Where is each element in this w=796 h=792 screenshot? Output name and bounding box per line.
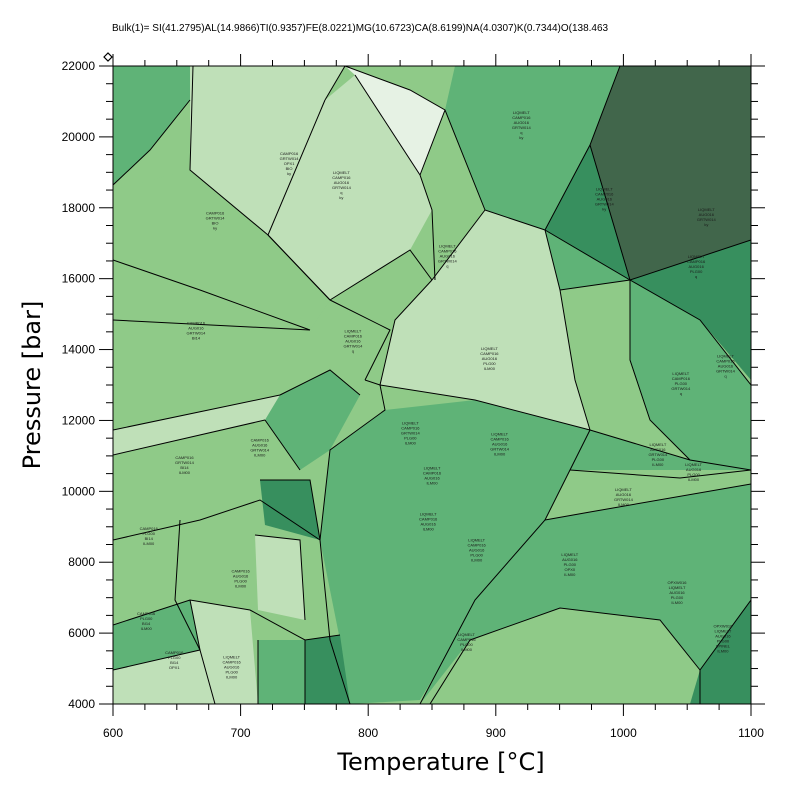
phase-field-label: LIQMELT CAMP016 AUG016 GRTW014 q (716, 353, 736, 378)
phase-field (113, 650, 215, 704)
x-tick-label: 800 (358, 726, 378, 740)
phase-field (630, 240, 751, 380)
phase-field-label: LIQMELT CAMP016 AUG016 PLG00 ILM00 (468, 538, 487, 563)
phase-field-label: LIQMELT CAMP016 PLG00 GRTW014 q (671, 371, 691, 396)
phase-field-label: LIQMELT CAMP016 AUG016 GRTW014 q (343, 328, 363, 353)
y-tick-label: 4000 (68, 697, 95, 711)
phase-field-label: LIQMELT CAMP016 GRTW014 PLG00 ILM00 (401, 421, 421, 446)
y-tick-label: 6000 (68, 626, 95, 640)
x-tick-label: 900 (486, 726, 506, 740)
phase-field (345, 66, 445, 175)
phase-field (258, 640, 305, 704)
phase-field (320, 400, 590, 704)
phase-field-label: LIQMELT AUG016 GRTW014 ILM00 (614, 487, 634, 507)
phase-field (430, 608, 700, 704)
phase-field (113, 600, 200, 670)
y-tick-label: 12000 (62, 413, 96, 427)
phase-field (260, 480, 320, 540)
phase-field (445, 66, 620, 230)
bulk-composition-title: Bulk(1)= SI(41.2795)AL(14.9866)TI(0.9357… (112, 23, 609, 34)
phase-field-label: LIQMELT CAMP016 AUG016 GRTW014 q (438, 243, 458, 268)
phase-field-label: CAMP016 PLG00 BI14 ILM00 (137, 611, 156, 631)
phase-field-label: CAMP016 GRTW014 OPX1 BIO ky (280, 151, 300, 176)
y-axis: 4000 6000 8000 10000 12000 14000 16000 18000 200… (62, 59, 765, 711)
phase-field-label: OPXW016 LIQMELT AUG016 PLG00 SPINEL ILM00 (713, 624, 733, 654)
phase-field (560, 280, 690, 460)
phase-field-label: LIQMELT CAMP016 AUG016 PLG00 q (687, 254, 706, 279)
phase-field (265, 370, 360, 470)
x-axis: 600 700 800 900 1000 1100 (103, 54, 764, 740)
phase-field (690, 600, 751, 704)
phase-field-label: LIQMELT AUG016 PLG00 ILM00 (685, 462, 702, 482)
y-tick-label: 14000 (62, 343, 96, 357)
x-tick-label: 1100 (738, 726, 764, 740)
phase-field (305, 635, 350, 704)
y-tick-label: 20000 (62, 130, 96, 144)
x-tick-label: 1000 (610, 726, 637, 740)
x-axis-title: Temperature [°C] (336, 748, 544, 776)
phase-field (113, 300, 390, 430)
y-tick-label: 22000 (62, 59, 96, 73)
phase-boundaries (113, 66, 751, 704)
x-tick-label: 700 (231, 726, 251, 740)
phase-field (113, 170, 330, 330)
phase-field-label: CAMP016 AUG016 GRTW014 ILM00 (250, 437, 270, 457)
phase-field (255, 535, 305, 620)
phase-field-label: LIQMELT CAMP016 AUG016 ILM00 (419, 512, 438, 532)
phase-field (590, 66, 751, 280)
phase-field (420, 484, 751, 704)
phase-field (190, 66, 345, 235)
y-tick-label: 10000 (62, 484, 96, 498)
phase-field (113, 66, 193, 185)
phase-field-label: LIQMELT CAMP016 AUG016 GRTW014 q ky (512, 110, 532, 140)
y-tick-label: 18000 (62, 201, 96, 215)
phase-field-label: LIQMELT CAMP016 AUG016 GRTW014 ILM00 (490, 431, 510, 456)
phase-field-label: OPXW016 LIQMELT AUG016 PLG00 ILM00 (668, 580, 688, 605)
field-labels: LIQMELT CAMP016 AUG016 GRTW014 q ky CAMP016 GRT… (137, 110, 736, 680)
phase-field-label: LIQMELT CAMP016 AUG016 PLG00 ILM00 (480, 346, 499, 371)
phase-field-label: LIQMELT CAMP016 AUG016 GRTW014 q ky (332, 170, 352, 200)
x-tick-label: 600 (103, 726, 123, 740)
phase-field (113, 395, 280, 455)
phase-field-label: LIQMELT AUG016 GRTW014 PLG00 ILM00 (648, 442, 668, 467)
phase-field-label: CAMP016 GRTW014 BIO ky (206, 210, 226, 230)
phase-field-label: LIQMELT CAMP016 AUG016 GRTW014 ky (595, 187, 615, 212)
phase-field-label: CAMP016 AUG016 GRTW014 BI14 (187, 320, 207, 340)
plot-area: LIQMELT CAMP016 AUG016 GRTW014 q ky CAMP016 GRT… (113, 66, 751, 704)
phase-field-label: CAMP016 AUG016 PLG00 ILM00 (231, 568, 250, 588)
phase-field (545, 230, 630, 290)
phase-field-label: CAMP016 GRTW014 BI14 ILM00 (175, 455, 195, 475)
phase-field-label: LIQMELT CAMP016 AUG016 ILM00 (423, 466, 442, 486)
phase-field (545, 145, 630, 280)
phase-field (190, 600, 258, 704)
phase-field-label: CAMP016 PLG00 BI14 ILM00 (140, 526, 159, 546)
phase-field (630, 280, 751, 470)
y-tick-label: 8000 (68, 555, 95, 569)
phase-field-label: LIQMELT AUG016 PLG00 OPX0 ILM00 (561, 552, 578, 577)
phase-field (570, 430, 751, 478)
phase-field (380, 210, 590, 430)
y-tick-label: 16000 (62, 272, 96, 286)
phase-field (545, 470, 751, 520)
phase-field-label: LIQMELT CAMP016 PLG00 ILM00 (457, 632, 476, 652)
phase-field-label: LIQMELT CAMP016 AUG016 PLG00 ILM00 (223, 655, 242, 680)
phase-field-label: CAMP016 PLG00 BI14 OPX1 (165, 650, 184, 670)
y-axis-title: Pressure [bar] (18, 301, 46, 470)
phase-field-label: LIQMELT AUG016 GRTW014 ky (697, 207, 717, 227)
crosshair-icon[interactable] (103, 52, 113, 62)
